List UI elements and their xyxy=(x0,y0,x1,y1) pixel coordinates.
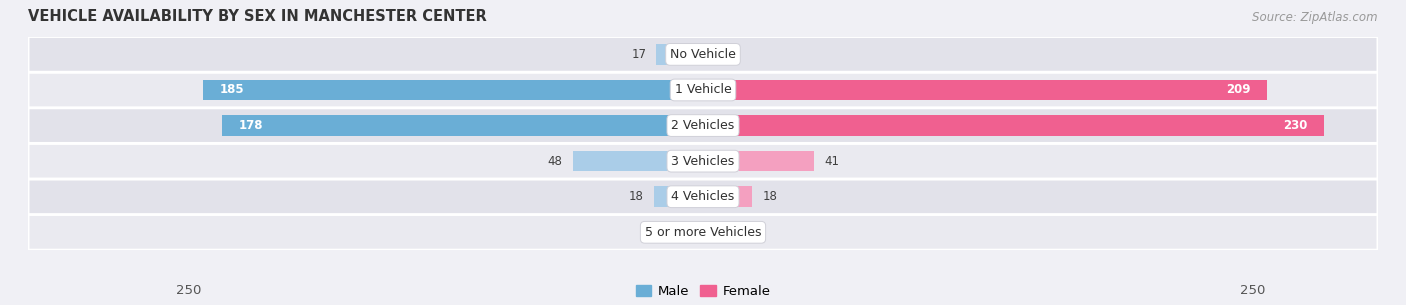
Text: 18: 18 xyxy=(628,190,644,203)
Text: 17: 17 xyxy=(631,48,647,61)
Bar xyxy=(703,115,1324,136)
FancyBboxPatch shape xyxy=(28,143,1378,179)
Text: 230: 230 xyxy=(1284,119,1308,132)
FancyBboxPatch shape xyxy=(28,72,1378,108)
Bar xyxy=(657,44,703,65)
Text: 0: 0 xyxy=(714,226,721,239)
FancyBboxPatch shape xyxy=(28,179,1378,214)
Bar xyxy=(703,80,1267,100)
Text: Source: ZipAtlas.com: Source: ZipAtlas.com xyxy=(1253,11,1378,24)
Bar xyxy=(222,115,703,136)
FancyBboxPatch shape xyxy=(28,108,1378,143)
Text: 0: 0 xyxy=(714,48,721,61)
FancyBboxPatch shape xyxy=(28,214,1378,250)
Bar xyxy=(703,186,752,207)
Text: 4 Vehicles: 4 Vehicles xyxy=(672,190,734,203)
Text: 0: 0 xyxy=(685,226,692,239)
Legend: Male, Female: Male, Female xyxy=(630,280,776,303)
Bar xyxy=(654,186,703,207)
Text: No Vehicle: No Vehicle xyxy=(671,48,735,61)
Text: 185: 185 xyxy=(219,84,245,96)
Text: 41: 41 xyxy=(824,155,839,168)
Bar xyxy=(204,80,703,100)
Text: 250: 250 xyxy=(176,284,201,297)
Text: 5 or more Vehicles: 5 or more Vehicles xyxy=(645,226,761,239)
Text: 2 Vehicles: 2 Vehicles xyxy=(672,119,734,132)
Text: 250: 250 xyxy=(1240,284,1265,297)
Text: 18: 18 xyxy=(762,190,778,203)
Text: 209: 209 xyxy=(1226,84,1251,96)
Bar xyxy=(703,151,814,171)
Text: VEHICLE AVAILABILITY BY SEX IN MANCHESTER CENTER: VEHICLE AVAILABILITY BY SEX IN MANCHESTE… xyxy=(28,9,486,24)
FancyBboxPatch shape xyxy=(28,37,1378,72)
Text: 3 Vehicles: 3 Vehicles xyxy=(672,155,734,168)
Text: 1 Vehicle: 1 Vehicle xyxy=(675,84,731,96)
Text: 48: 48 xyxy=(548,155,562,168)
Text: 178: 178 xyxy=(239,119,263,132)
Bar xyxy=(574,151,703,171)
